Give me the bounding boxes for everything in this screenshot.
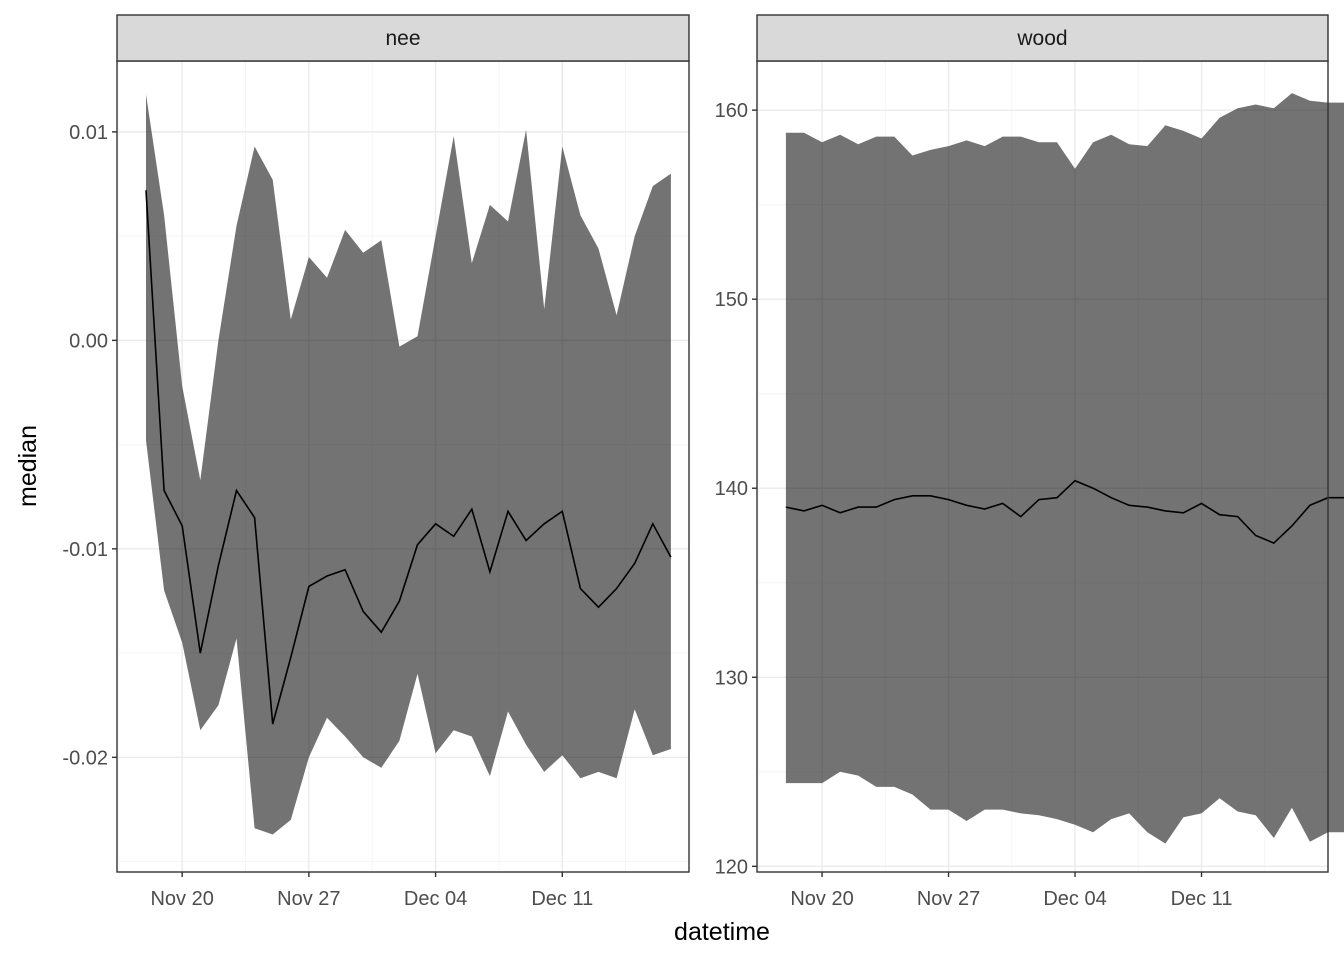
- x-tick-label: Nov 27: [277, 888, 340, 910]
- x-tick-label: Nov 27: [917, 888, 980, 910]
- y-tick-label: -0.02: [62, 747, 108, 769]
- y-tick-label: 0.00: [69, 330, 108, 352]
- facet-strip-label: wood: [1016, 27, 1067, 50]
- median-line: [785, 479, 1344, 545]
- x-tick-label: Nov 20: [150, 888, 213, 910]
- y-tick-label: 160: [715, 100, 748, 122]
- y-tick-label: -0.01: [62, 539, 108, 561]
- facet-strip-label: nee: [385, 27, 420, 50]
- y-axis-title: median: [14, 425, 42, 507]
- x-tick-label: Dec 11: [531, 888, 593, 910]
- y-tick-label: 120: [715, 856, 748, 878]
- x-tick-label: Dec 11: [1171, 888, 1233, 910]
- interval-band: [785, 93, 1344, 844]
- y-tick-label: 150: [715, 289, 748, 311]
- x-axis-title: datetime: [674, 918, 770, 946]
- y-tick-label: 140: [715, 478, 748, 500]
- facet-strip: [116, 14, 690, 62]
- facet-strip: [756, 14, 1329, 62]
- x-tick-label: Dec 04: [1043, 888, 1106, 910]
- median-line: [145, 190, 672, 725]
- x-tick-label: Dec 04: [404, 888, 467, 910]
- panel-nee: nee 0.01 0.00 -0.01 -0.02 Nov 20 Nov 27 Dec 04 D…: [62, 14, 690, 910]
- interval-band: [146, 94, 671, 835]
- x-tick-label: Nov 20: [790, 888, 853, 910]
- y-tick-label: 0.01: [69, 122, 108, 144]
- panel-wood: wood 160 150 140 130 120 Nov 20 Nov 27 Dec 04 Dec…: [715, 14, 1344, 910]
- y-tick-label: 130: [715, 667, 748, 689]
